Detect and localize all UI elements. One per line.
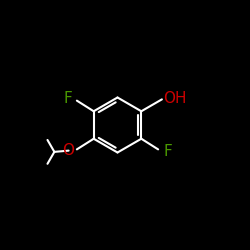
- Text: OH: OH: [163, 92, 187, 106]
- Text: F: F: [163, 144, 172, 159]
- Text: O: O: [62, 143, 74, 158]
- Text: F: F: [63, 92, 72, 106]
